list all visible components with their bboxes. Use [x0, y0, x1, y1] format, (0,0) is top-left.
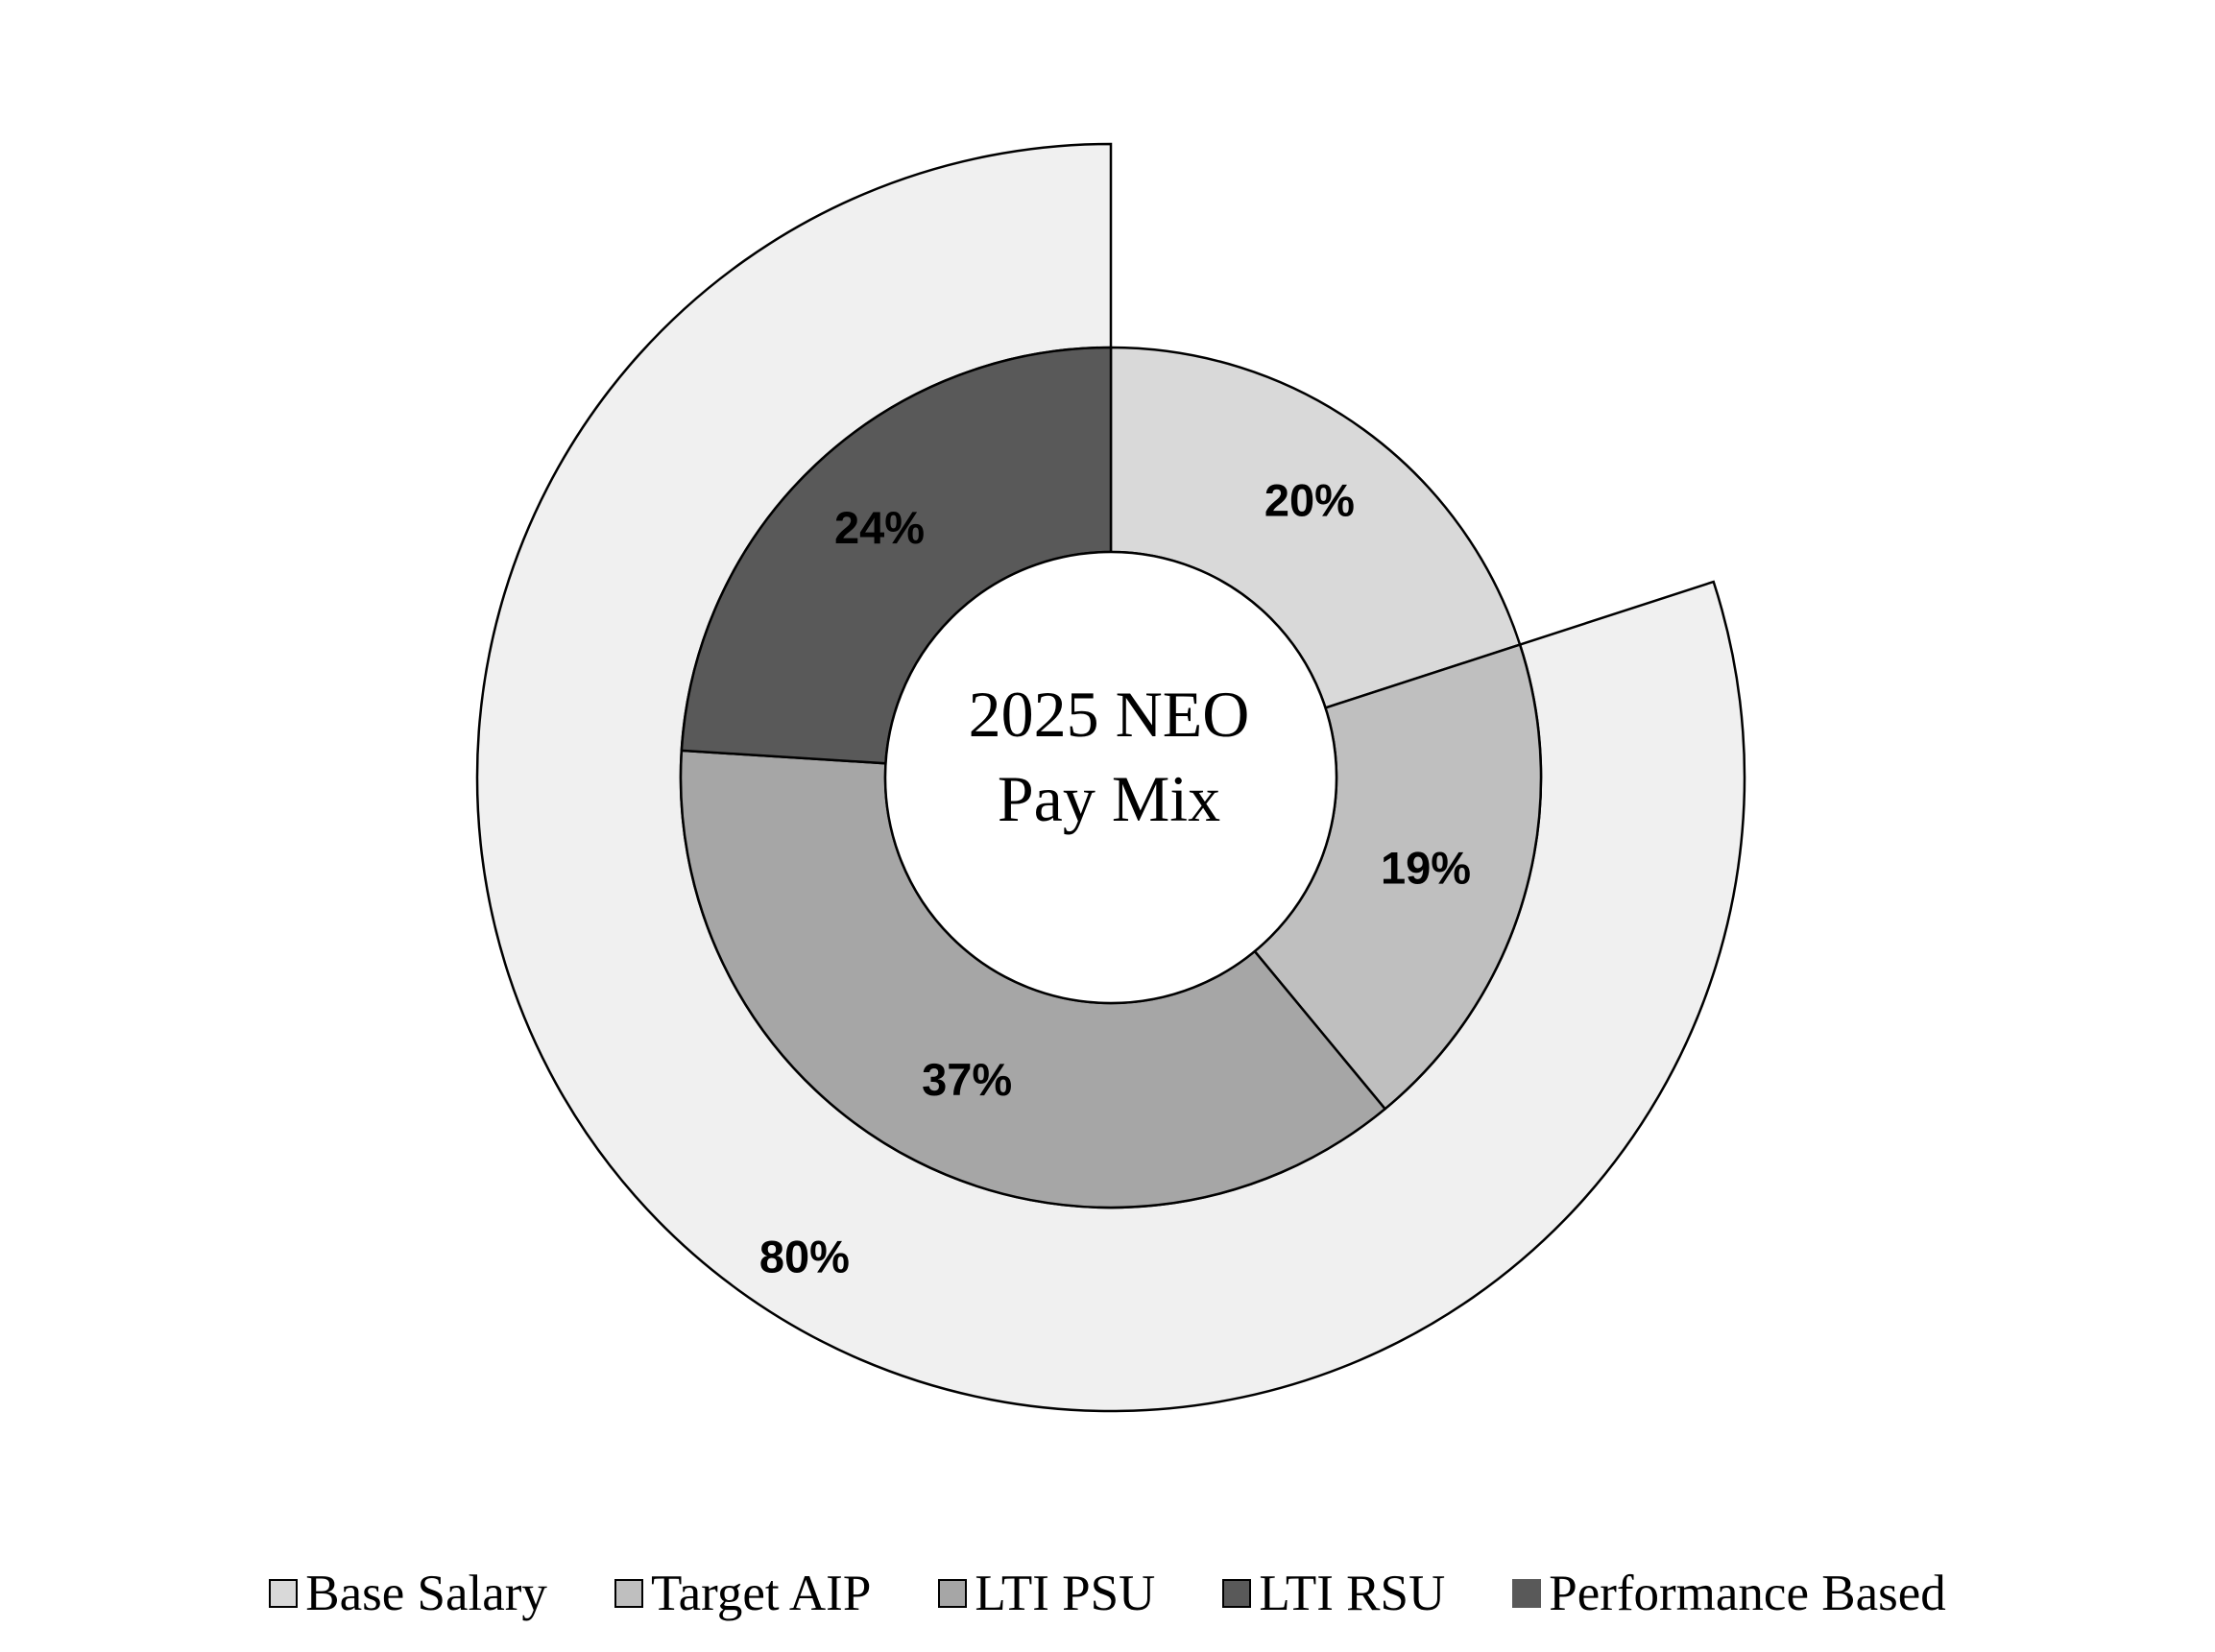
center-title: 2025 NEO Pay Mix: [821, 672, 1397, 841]
outer-label-performance-based: 80%: [759, 1232, 850, 1282]
legend-swatch-target-aip: [614, 1579, 643, 1608]
inner-label-lti-rsu: 24%: [834, 502, 925, 553]
legend-swatch-base-salary: [269, 1579, 299, 1608]
inner-ring: [679, 346, 1543, 1209]
legend-label-base-salary: Base Salary: [305, 1566, 547, 1621]
legend-item-base-salary: Base Salary: [269, 1565, 547, 1622]
legend-label-performance-based: Performance Based: [1549, 1566, 1946, 1621]
legend-item-target-aip: Target AIP: [614, 1565, 871, 1622]
legend-label-target-aip: Target AIP: [650, 1566, 872, 1621]
center-hole: [883, 550, 1338, 1005]
data-labels: 20% 19% 37% 24% 80%: [759, 475, 1471, 1282]
legend-item-lti-rsu: LTI RSU: [1222, 1565, 1445, 1622]
center-title-line-1: 2025 NEO: [968, 678, 1250, 751]
legend-swatch-performance-based: [1512, 1579, 1542, 1608]
legend-label-lti-psu: LTI PSU: [975, 1566, 1156, 1621]
legend-item-performance-based: Performance Based: [1512, 1565, 1946, 1622]
inner-label-base-salary: 20%: [1264, 475, 1355, 526]
legend: Base Salary Target AIP LTI PSU LTI RSU P…: [0, 1560, 2215, 1627]
legend-swatch-lti-psu: [938, 1579, 968, 1608]
legend-item-lti-psu: LTI PSU: [938, 1565, 1155, 1622]
legend-swatch-lti-rsu: [1222, 1579, 1252, 1608]
center-title-line-2: Pay Mix: [997, 762, 1221, 835]
legend-label-lti-rsu: LTI RSU: [1259, 1566, 1446, 1621]
inner-label-target-aip: 19%: [1381, 843, 1471, 894]
inner-label-lti-psu: 37%: [922, 1054, 1012, 1105]
